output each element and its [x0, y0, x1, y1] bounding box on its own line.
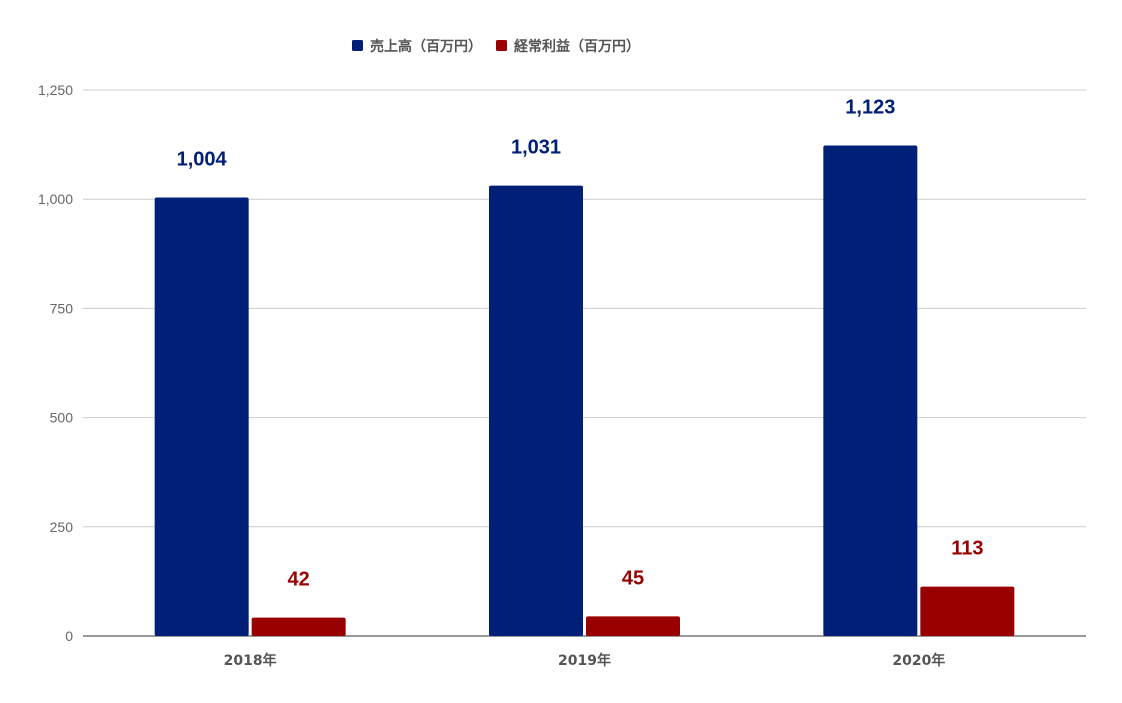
data-label: 45	[622, 567, 644, 589]
grid-lines	[83, 89, 1086, 637]
legend-label: 売上高（百万円）	[370, 38, 482, 55]
y-tick-label: 250	[50, 519, 74, 535]
bars	[154, 145, 1015, 637]
legend-swatch	[352, 40, 363, 51]
bar-ordinary-profit	[251, 617, 346, 636]
legend-label: 経常利益（百万円）	[514, 38, 640, 55]
data-label: 1,031	[511, 137, 561, 159]
y-tick-label: 750	[50, 300, 74, 316]
x-tick-label: 2020年	[892, 652, 945, 669]
bar-sales	[823, 145, 918, 636]
data-labels: 1,004 42 1,031 45 1,123 113	[177, 96, 984, 590]
data-label: 42	[288, 569, 310, 591]
y-axis-ticks: 0 250 500 750 1,000 1,250	[38, 82, 73, 644]
data-label: 113	[951, 538, 983, 560]
legend-swatch	[496, 40, 507, 51]
y-tick-label: 1,000	[38, 191, 73, 207]
bar-ordinary-profit	[920, 586, 1015, 636]
bar-ordinary-profit	[586, 616, 680, 636]
x-tick-label: 2019年	[558, 652, 611, 669]
data-label: 1,004	[177, 148, 228, 170]
x-tick-label: 2018年	[224, 652, 277, 669]
bar-sales	[489, 185, 583, 637]
data-label: 1,123	[845, 96, 895, 118]
bar-sales	[154, 197, 249, 636]
y-tick-label: 500	[50, 410, 74, 426]
x-axis-ticks: 2018年 2019年 2020年	[224, 652, 946, 669]
y-tick-label: 1,250	[38, 82, 73, 98]
legend: 売上高（百万円） 経常利益（百万円）	[352, 38, 640, 55]
y-tick-label: 0	[65, 628, 73, 644]
